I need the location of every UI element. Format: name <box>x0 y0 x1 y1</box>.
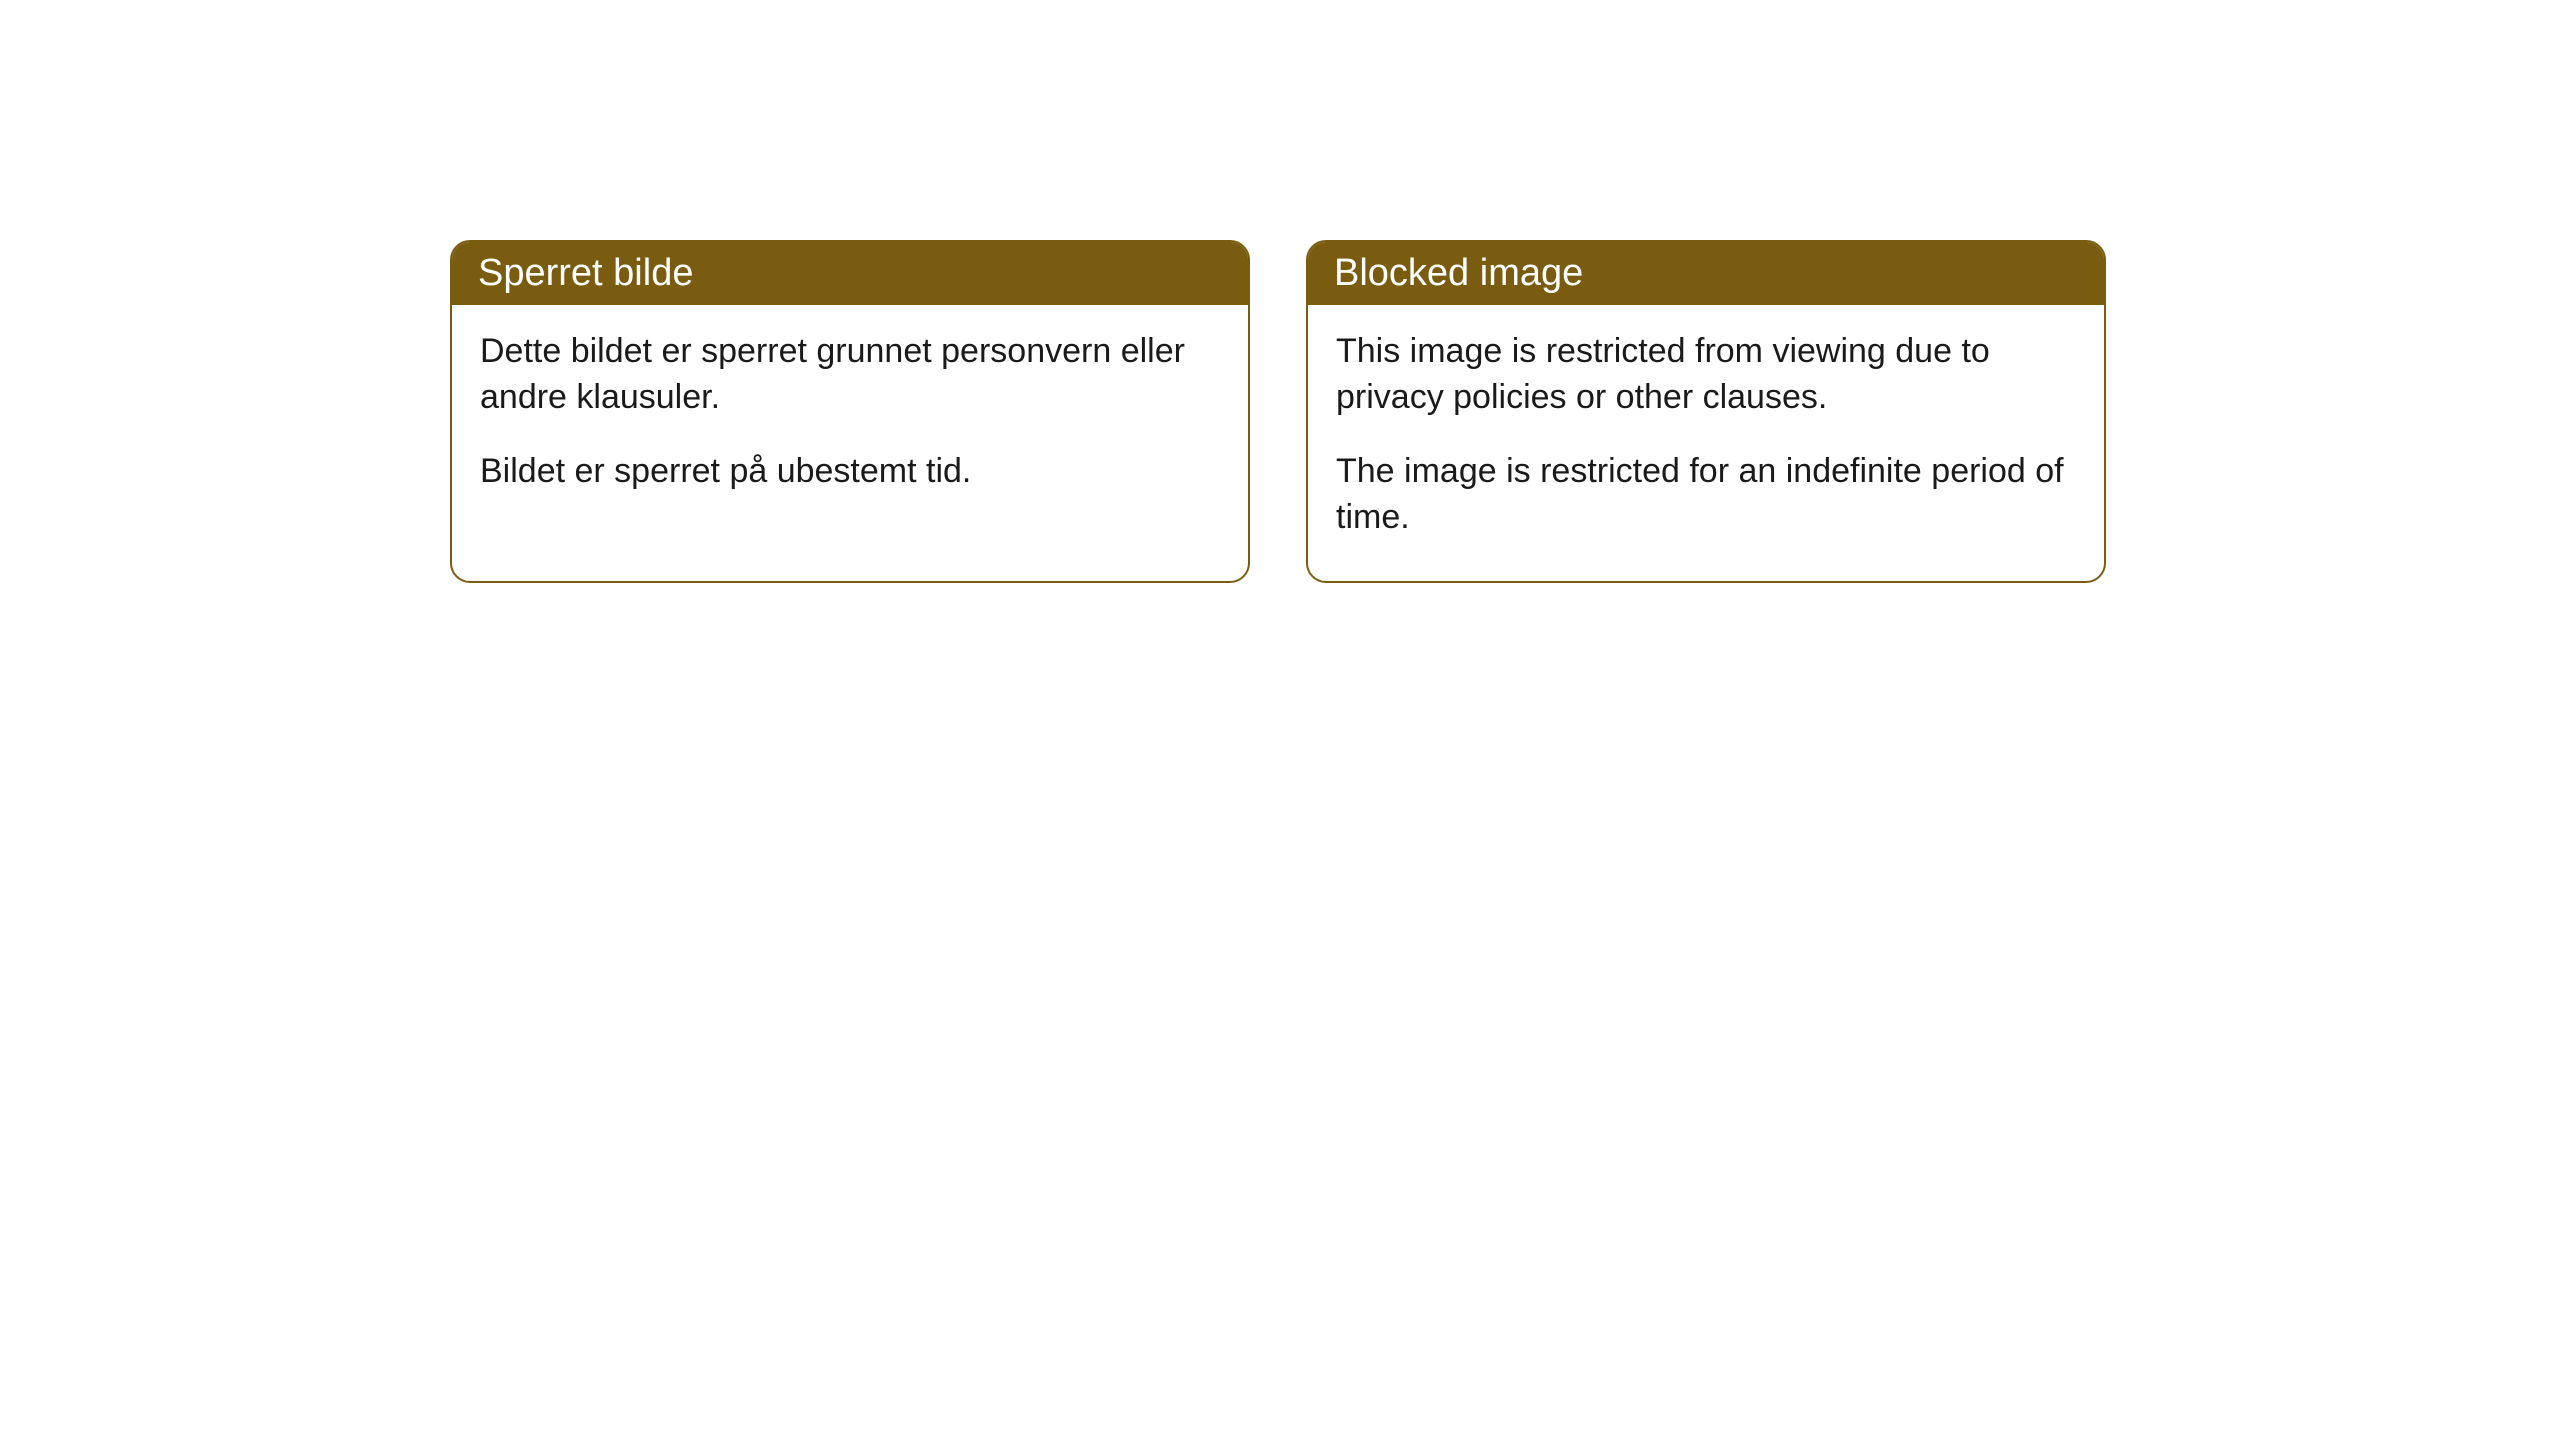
blocked-image-card-en: Blocked image This image is restricted f… <box>1306 240 2106 583</box>
notice-cards-container: Sperret bilde Dette bildet er sperret gr… <box>0 0 2560 583</box>
card-paragraph-2: Bildet er sperret på ubestemt tid. <box>480 449 1220 495</box>
card-title: Blocked image <box>1334 252 1583 294</box>
card-paragraph-1: This image is restricted from viewing du… <box>1336 329 2076 421</box>
card-paragraph-2: The image is restricted for an indefinit… <box>1336 449 2076 541</box>
card-paragraph-1: Dette bildet er sperret grunnet personve… <box>480 329 1220 421</box>
card-body: Dette bildet er sperret grunnet personve… <box>452 305 1248 535</box>
card-header: Blocked image <box>1308 242 2104 305</box>
card-body: This image is restricted from viewing du… <box>1308 305 2104 581</box>
card-header: Sperret bilde <box>452 242 1248 305</box>
blocked-image-card-no: Sperret bilde Dette bildet er sperret gr… <box>450 240 1250 583</box>
card-title: Sperret bilde <box>478 252 693 294</box>
